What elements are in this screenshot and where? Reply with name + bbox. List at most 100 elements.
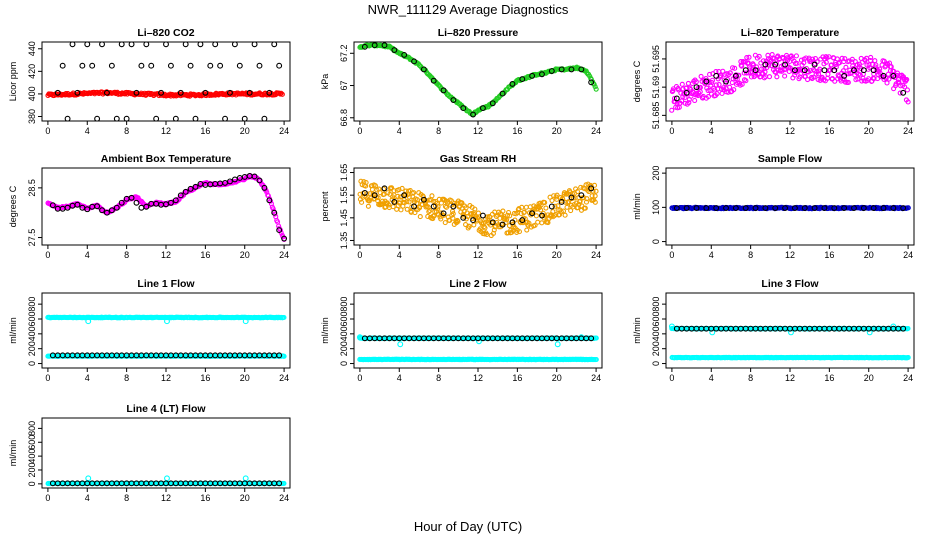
x-tick-label: 20 [552,373,562,383]
rh-rh-series-0-point [554,192,560,198]
y-tick-label: 600 [27,311,37,326]
rh-rh-series-0-point [519,204,525,210]
temperature-temperature-series-0-point [698,73,704,79]
temperature-temperature-series-0-point [840,68,846,74]
temperature-temperature-series-0-point [794,60,800,66]
pressure-pressure-series-0-point [592,84,598,90]
pressure-avg-series-1-point [381,42,388,49]
sample_flow-avg-series-1-point [811,205,818,211]
line1_flow-line_flow-series-2-point [85,318,92,325]
y-tick-label: 600 [27,435,37,450]
temperature-temperature-series-0-point [773,60,779,66]
sample_flow-avg-series-1-point [900,205,907,211]
rh-avg-series-1-point [509,219,516,226]
sample_flow-avg-series-1-point [742,205,749,211]
temperature-temperature-series-0-point [732,65,738,71]
panel-ambient: 0 4 8 12 16 20 24 27.5 28.5 Ambient Box Temperatu… [8,153,291,260]
x-tick-label: 8 [748,126,753,136]
rh-rh-series-0-point [592,199,598,205]
co2-avg-series-1-point [177,89,184,96]
temperature-temperature-series-0-point [748,74,755,80]
plot-frame [41,41,291,122]
panel-title: Line 4 (LT) Flow [126,403,206,415]
temperature-temperature-series-0-point [739,81,745,87]
rh-rh-series-0-point [359,199,365,205]
panel-co2: 0 4 8 12 16 20 24 380 400 420 440 Li–820 CO2 Licor p… [8,27,291,136]
co2-avg-series-1-point [217,62,224,69]
series-group [356,334,599,363]
panel-title: Gas Stream RH [440,153,516,165]
sample_flow-avg-series-1-point [801,205,808,211]
x-tick-label: 0 [357,250,362,260]
y-tick-label: 1.35 [339,232,349,250]
ambient-avg-series-1-point [49,202,56,209]
x-tick-label: 24 [591,126,601,136]
y-tick-label: 400 [651,326,661,341]
sample_flow-avg-series-1-point [683,205,690,211]
co2-co2-series-0-point [279,91,285,97]
co2-avg-series-1-point [261,115,268,121]
y-tick-label: 0 [339,361,349,366]
pressure-avg-series-1-point [499,90,506,97]
temperature-avg-series-1-point [791,67,798,74]
y-tick-label: 400 [27,449,37,464]
temperature-temperature-series-0-point [810,56,816,62]
rh-rh-series-0-point [448,198,455,204]
sample_flow-avg-series-1-point [772,205,779,211]
temperature-avg-series-1-point [673,95,680,102]
pressure-avg-series-1-point [548,68,555,74]
rh-rh-series-0-point [562,212,568,218]
ambient-avg-series-1-point [128,194,135,201]
x-tick-label: 8 [124,250,129,260]
panel-title: Li–820 Temperature [741,27,840,39]
x-tick-label: 20 [240,493,250,503]
temperature-temperature-series-0-point [739,63,745,69]
y-tick-label: 600 [339,311,349,326]
rh-rh-series-0-point [399,185,405,192]
temperature-temperature-series-0-point [904,76,910,83]
co2-avg-series-1-point [266,89,273,96]
rh-avg-series-1-point [479,212,486,219]
temperature-temperature-series-0-point [843,64,849,70]
ambient-avg-series-1-point [177,192,184,199]
x-tick-label: 4 [709,250,714,260]
rh-avg-series-1-point [568,194,575,201]
co2-co2-series-0-point [278,90,284,96]
y-tick-label: 380 [27,109,37,124]
temperature-temperature-series-0-point [670,86,676,92]
ambient-avg-series-1-point [133,199,140,206]
x-tick-label: 20 [864,126,874,136]
x-tick-label: 12 [785,126,795,136]
rh-rh-series-0-point [401,200,407,206]
rh-rh-series-0-point [450,211,456,217]
panel-title: Li–820 CO2 [137,27,194,39]
temperature-avg-series-1-point [870,67,877,74]
x-tick-label: 4 [85,126,90,136]
y-tick-label: 200 [27,462,37,477]
x-tick-label: 4 [85,373,90,383]
y-tick-label: 28.5 [27,179,37,197]
co2-avg-series-1-point [103,89,110,96]
temperature-temperature-series-0-point [709,77,716,83]
rh-avg-series-1-point [588,185,595,192]
x-tick-label: 16 [200,250,210,260]
line1_flow-line_flow-series-0-point [281,314,287,321]
ambient-avg-series-1-point [99,207,105,214]
y-tick-label: 400 [27,326,37,341]
line2_flow-line_flow-series-1-point [593,335,599,341]
line2_flow-avg-series-3-point [588,335,595,342]
x-tick-label: 24 [279,373,289,383]
sample_flow-avg-series-1-point [841,205,848,211]
rh-rh-series-0-point [566,199,572,205]
rh-avg-series-1-point [578,192,585,199]
co2-avg-series-1-point [128,42,135,48]
y-tick-label: 800 [651,297,661,312]
x-tick-label: 12 [161,493,171,503]
x-tick-label: 8 [748,373,753,383]
temperature-avg-series-1-point [742,67,749,74]
temperature-temperature-series-0-point [841,77,847,83]
co2-avg-series-1-point [227,89,233,96]
rh-rh-series-0-point [411,190,417,196]
